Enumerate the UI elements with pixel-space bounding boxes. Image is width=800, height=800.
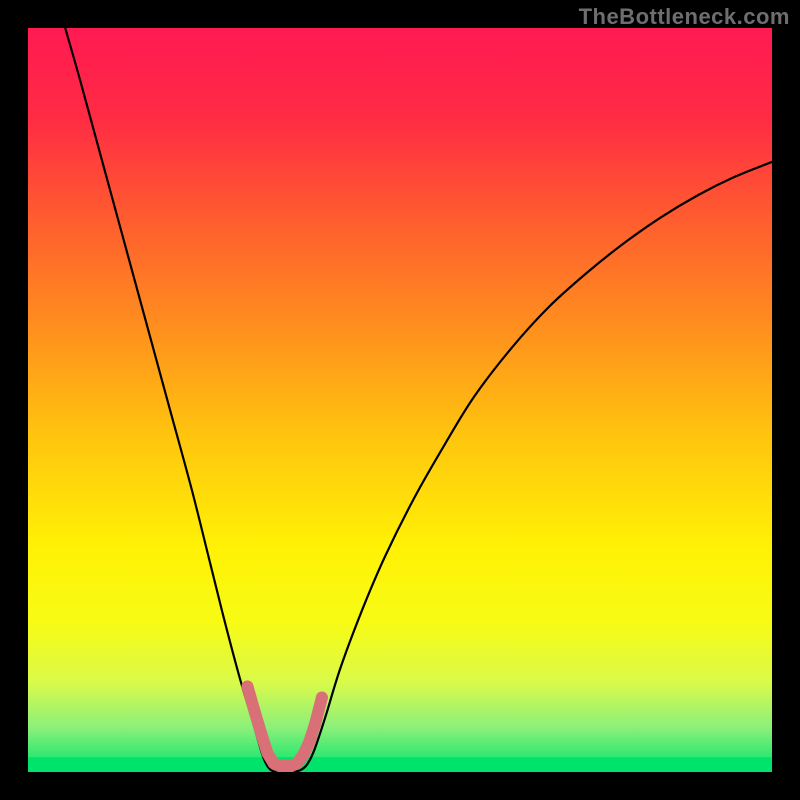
highlight-marker-dot <box>303 736 315 748</box>
gradient-background <box>28 28 772 772</box>
highlight-marker-dot <box>309 718 321 730</box>
chart-frame: TheBottleneck.com <box>0 0 800 800</box>
highlight-marker-dot <box>297 749 309 761</box>
highlight-marker-dot <box>316 692 328 704</box>
watermark-text: TheBottleneck.com <box>579 4 790 30</box>
highlight-marker-dot <box>256 729 268 741</box>
highlight-marker-dot <box>249 706 261 718</box>
chart-plot <box>28 28 772 772</box>
highlight-marker-dot <box>241 680 253 692</box>
bottom-green-strip <box>28 757 772 772</box>
